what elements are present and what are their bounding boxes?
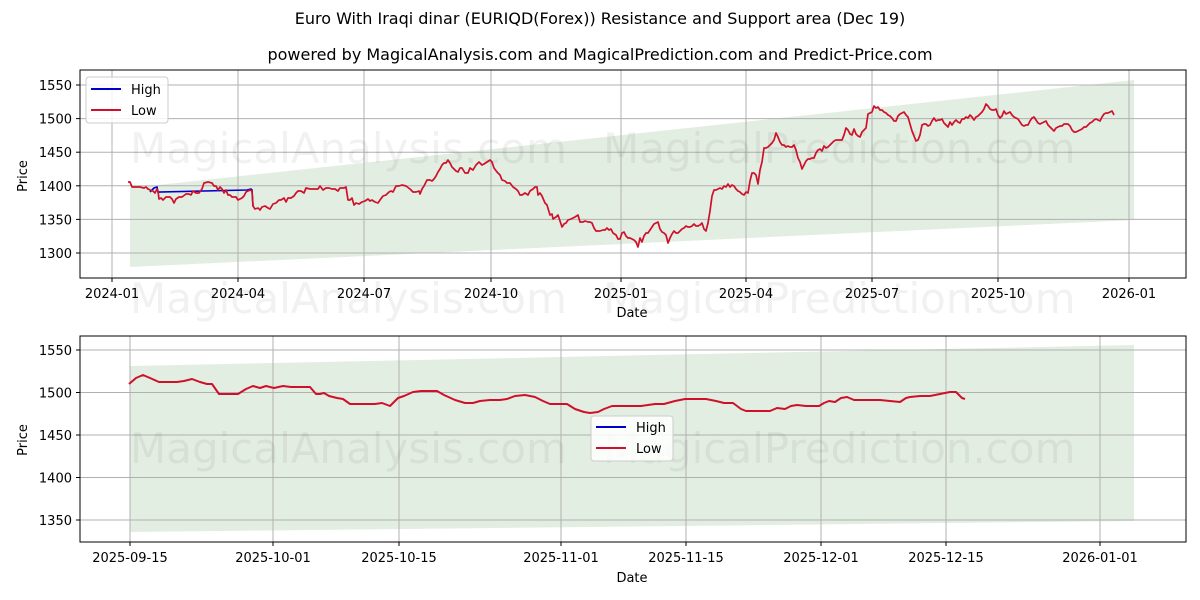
y-tick-label: 1300 [39, 247, 72, 262]
top-x-tick-labels: 2024-01 2024-04 2024-07 2024-10 2025-01 … [85, 287, 1156, 302]
bottom-tick-marks [76, 349, 1101, 546]
bottom-legend: High Low [590, 415, 674, 462]
x-tick-label: 2024-01 [85, 287, 139, 302]
top-legend: High Low [85, 76, 169, 124]
bottom-x-axis-label: Date [616, 571, 647, 586]
y-tick-label: 1450 [39, 146, 72, 161]
x-tick-label: 2024-07 [337, 287, 391, 302]
x-tick-label: 2025-10-15 [361, 551, 437, 566]
top-grid [80, 70, 1186, 278]
bottom-axes-frame [79, 335, 1187, 543]
top-chart: MagicalAnalysis.com MagicalPrediction.co… [16, 69, 1187, 323]
watermark-magicalprediction-lower: MagicalPrediction.com [603, 274, 1076, 323]
y-tick-label: 1400 [39, 472, 72, 487]
x-tick-label: 2025-01 [594, 287, 648, 302]
x-tick-label: 2025-04 [719, 287, 773, 302]
x-tick-label: 2025-07 [845, 287, 899, 302]
x-tick-label: 2025-09-15 [92, 551, 168, 566]
top-support-resistance-band [130, 80, 1134, 267]
x-tick-label: 2025-12-01 [783, 551, 859, 566]
bottom-grid [80, 336, 1186, 542]
y-tick-label: 1350 [39, 213, 72, 228]
top-axes-frame [79, 69, 1187, 279]
top-x-axis-label: Date [616, 306, 647, 321]
y-tick-label: 1550 [39, 79, 72, 94]
watermark-magicalprediction: MagicalPrediction.com [603, 124, 1076, 173]
top-y-axis-label: Price [16, 160, 31, 192]
x-tick-label: 2025-12-15 [908, 551, 984, 566]
top-y-tick-labels: 1300 1350 1400 1450 1500 1550 [39, 79, 72, 262]
y-tick-label: 1450 [39, 429, 72, 444]
bottom-chart: MagicalAnalysis.com MagicalPrediction.co… [16, 335, 1187, 586]
bottom-y-tick-labels: 1350 1400 1450 1500 1550 [39, 344, 72, 529]
x-tick-label: 2024-10 [464, 287, 518, 302]
top-tick-marks [76, 84, 1130, 282]
x-tick-label: 2025-10 [971, 287, 1025, 302]
bottom-low-line [128, 374, 966, 414]
watermark-magicalanalysis-bottom: MagicalAnalysis.com [130, 424, 567, 473]
bottom-x-tick-labels: 2025-09-15 2025-10-01 2025-10-15 2025-11… [92, 551, 1138, 566]
watermark-magicalanalysis: MagicalAnalysis.com [130, 124, 567, 173]
legend-low-label: Low [636, 442, 662, 457]
top-low-line [128, 103, 1115, 248]
x-tick-label: 2024-04 [211, 287, 265, 302]
x-tick-label: 2025-11-01 [523, 551, 599, 566]
top-high-line [149, 185, 254, 207]
legend-low-label: Low [131, 104, 157, 119]
watermark-magicalanalysis-lower: MagicalAnalysis.com [130, 274, 567, 323]
legend-high-label: High [636, 421, 666, 436]
watermark-magicalprediction-bottom: MagicalPrediction.com [603, 424, 1076, 473]
x-tick-label: 2026-01 [1102, 287, 1156, 302]
chart-title: Euro With Iraqi dinar (EURIQD(Forex)) Re… [294, 9, 906, 28]
chart-subtitle: powered by MagicalAnalysis.com and Magic… [267, 45, 933, 64]
x-tick-label: 2025-10-01 [235, 551, 311, 566]
y-tick-label: 1500 [39, 387, 72, 402]
y-tick-label: 1500 [39, 113, 72, 128]
y-tick-label: 1550 [39, 344, 72, 359]
legend-high-label: High [131, 83, 161, 98]
y-tick-label: 1400 [39, 180, 72, 195]
x-tick-label: 2026-01-01 [1062, 551, 1138, 566]
y-tick-label: 1350 [39, 514, 72, 529]
x-tick-label: 2025-11-15 [648, 551, 724, 566]
bottom-y-axis-label: Price [16, 424, 31, 456]
